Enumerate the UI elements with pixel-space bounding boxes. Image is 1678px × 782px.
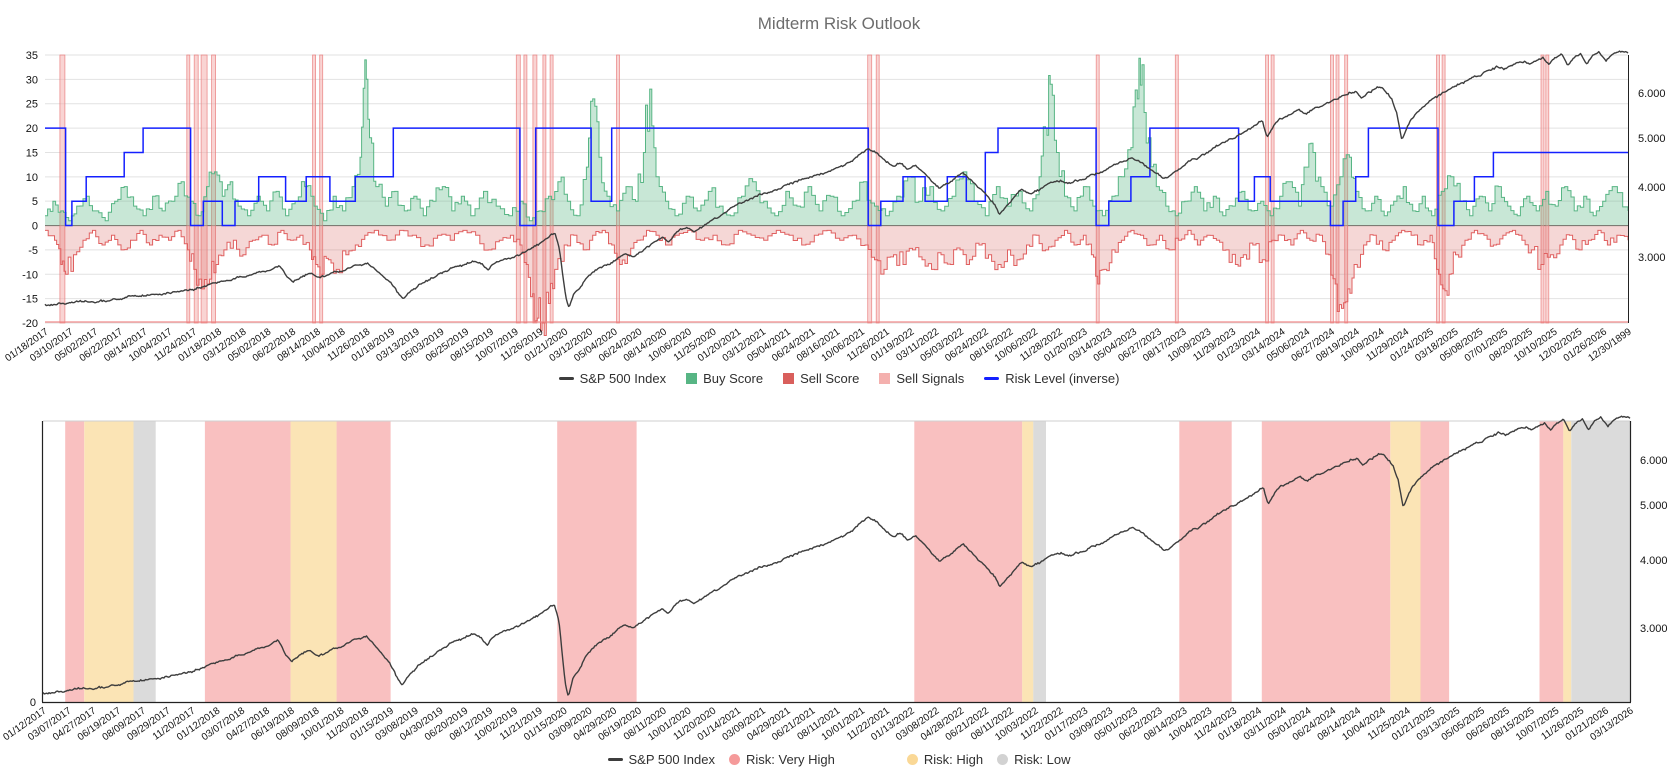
legend-circle-swatch-icon [997, 754, 1009, 765]
sell-signal-band [193, 54, 199, 324]
legend-dash-swatch-icon [558, 377, 574, 380]
sell-signal-band [1330, 54, 1334, 324]
risk-band-very-high [557, 421, 637, 702]
sell-signal-band [1335, 54, 1340, 324]
risk-band-very-high [204, 421, 291, 702]
legend-item-s-p-500-index[interactable]: S&P 500 Index [607, 752, 716, 767]
sell-score-area [45, 225, 1628, 336]
risk-band-low [133, 421, 156, 702]
midterm-risk-chart[interactable]: 35 30 25 20 15 10 5 0 -5 -10 -15 -20 6.000 5.000 4.000… [3, 50, 1665, 364]
legend-label: Buy Score [703, 371, 764, 386]
risk-band-very-high [1539, 421, 1564, 702]
y-axis-tick-label: -5 [28, 245, 38, 257]
y-axis-tick-label: 15 [26, 147, 38, 159]
risk-band-high [1022, 421, 1034, 702]
sell-signal-band [312, 54, 317, 324]
y2-axis-tick-label: 3.000 [1638, 252, 1666, 264]
sell-signal-band [1270, 54, 1275, 324]
risk-band-high [290, 421, 337, 702]
risk-band-very-high [1179, 421, 1232, 702]
sell-signal-band [211, 54, 217, 324]
legend-label: Sell Score [800, 371, 860, 386]
risk-level-line [45, 127, 1628, 227]
y-axis-tick-label: -10 [22, 269, 38, 281]
y-axis-tick-label: 25 [26, 99, 38, 111]
legend-item-s-p-500-index[interactable]: S&P 500 Index [558, 371, 667, 386]
sell-signal-band [616, 54, 620, 324]
y2-axis-tick-label: 6.000 [1640, 455, 1668, 467]
risk-band-very-high [1261, 421, 1391, 702]
y2-axis-tick-label: 5.000 [1638, 133, 1666, 145]
legend-item-sell-signals[interactable]: Sell Signals [879, 371, 964, 386]
sell-signal-band [1344, 54, 1349, 324]
legend-label: Sell Signals [896, 371, 965, 386]
legend-item-risk-level-inverse[interactable]: Risk Level (inverse) [984, 371, 1119, 386]
legend-item-buy-score[interactable]: Buy Score [686, 371, 763, 386]
sp500-line [42, 415, 1631, 696]
sell-signal-band [1540, 54, 1545, 324]
y2-axis-tick-label: 4.000 [1640, 555, 1668, 567]
risk-band-very-high [1420, 421, 1450, 702]
y2-axis-tick-label: 5.000 [1640, 500, 1668, 512]
page-title: Midterm Risk Outlook [757, 14, 921, 33]
sell-signal-band [875, 54, 880, 324]
sell-signal-band [200, 54, 208, 324]
sell-signal-band [59, 54, 66, 324]
legend-label: Risk: Low [1014, 752, 1071, 767]
sp500-risk-bands-chart[interactable]: 6.0005.0004.0003.000001/12/201703/07/201… [1, 415, 1668, 743]
sell-signal-band [532, 54, 538, 324]
buy-score-line [45, 57, 1629, 222]
risk-band-high [1390, 421, 1421, 702]
y-axis-tick-label: 20 [26, 123, 38, 135]
legend-label: S&P 500 Index [628, 752, 716, 767]
sell-signal-band [1174, 54, 1179, 324]
legend-square-swatch-icon [686, 373, 698, 384]
legend-square-swatch-icon [879, 373, 891, 384]
y-axis-tick-label: 5 [32, 196, 38, 208]
legend-label: Risk: Very High [746, 752, 835, 767]
risk-band-very-high [65, 421, 85, 702]
y-axis-tick-label: -15 [22, 294, 38, 306]
legend-item-risk-high[interactable]: Risk: High [906, 752, 984, 767]
sp500-line [44, 50, 1629, 308]
y-axis-tick-label: 35 [26, 50, 38, 62]
legend-label: Risk: High [923, 752, 984, 767]
sell-score-line [45, 229, 1629, 336]
y-axis-tick-label: 0 [30, 697, 36, 709]
legend-dash-swatch-icon [984, 377, 1000, 380]
risk-band-very-high [336, 421, 391, 702]
sell-signal-band [1545, 54, 1550, 324]
risk-band-very-high [914, 421, 1023, 702]
legend-circle-swatch-icon [729, 754, 740, 765]
sell-signal-band [1265, 54, 1269, 324]
legend-dash-swatch-icon [607, 758, 623, 761]
risk-band-high [1563, 421, 1572, 702]
sell-signal-band [549, 54, 554, 324]
sell-signal-band [523, 54, 528, 324]
risk-band-low [1033, 421, 1046, 702]
legend-label: Risk Level (inverse) [1005, 371, 1120, 386]
y-axis-tick-label: 10 [26, 172, 38, 184]
risk-band-high [84, 421, 134, 702]
midterm-chart-legend: S&P 500 Index Buy Score Sell Score Sell Sig… [0, 371, 1678, 386]
sell-signal-band [186, 54, 191, 324]
y2-axis-tick-label: 6.000 [1638, 88, 1666, 100]
risk-bands-chart-legend: S&P 500 Index Risk: Very High Risk: High Ri… [0, 752, 1678, 767]
legend-label: S&P 500 Index [579, 371, 667, 386]
legend-circle-swatch-icon [906, 754, 918, 765]
legend-item-risk-very-high[interactable]: Risk: Very High [729, 752, 835, 767]
legend-square-swatch-icon [783, 373, 795, 384]
sell-signal-band [319, 54, 324, 324]
y2-axis-tick-label: 3.000 [1640, 623, 1668, 635]
y2-axis-tick-label: 4.000 [1638, 182, 1666, 194]
legend-item-sell-score[interactable]: Sell Score [783, 371, 859, 386]
risk-band-low [1571, 421, 1630, 702]
y-axis-tick-label: 30 [26, 74, 38, 86]
legend-item-risk-low[interactable]: Risk: Low [997, 752, 1070, 767]
y-axis-tick-label: -20 [22, 318, 38, 330]
y-axis-tick-label: 0 [32, 221, 38, 233]
